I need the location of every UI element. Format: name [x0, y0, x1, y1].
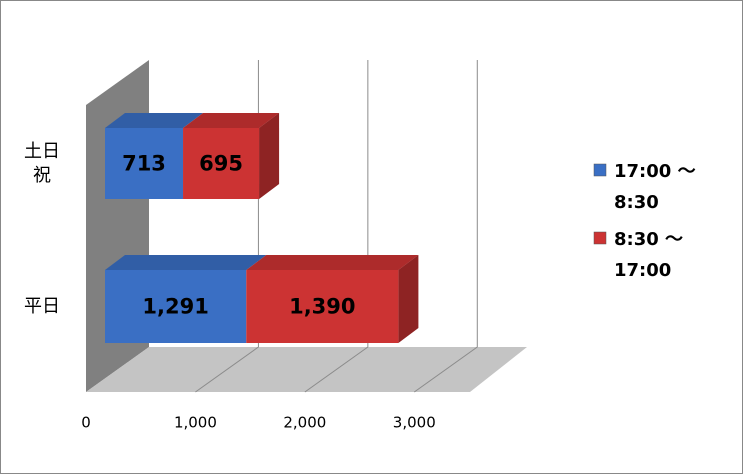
bar-top-shade	[105, 113, 204, 128]
bar-front	[105, 128, 184, 199]
x-tick-label: 1,000	[174, 414, 217, 432]
bar-top	[105, 113, 204, 128]
bar-side-shade	[259, 113, 280, 199]
bar-top-shade	[105, 255, 267, 270]
bar-front	[183, 128, 260, 199]
y-tick-label: 平日	[24, 295, 60, 317]
bar-top	[183, 113, 280, 128]
bar-side	[259, 113, 280, 199]
bar-front	[246, 270, 399, 343]
data-label: 1,390	[289, 295, 355, 319]
legend-label: 8:30 ～17:00	[614, 229, 684, 281]
data-label: 695	[199, 152, 243, 176]
bar	[105, 113, 204, 199]
x-tick-label: 2,000	[283, 414, 326, 432]
bar-top	[105, 255, 267, 270]
bar-top-shade	[183, 113, 280, 128]
legend-swatch	[593, 231, 607, 245]
bar-top-shade	[246, 255, 419, 270]
y-tick-label: 土日祝	[24, 140, 60, 186]
bar	[105, 255, 267, 343]
x-tick-label: 0	[81, 414, 91, 432]
bar-top	[246, 255, 419, 270]
bar-side	[398, 255, 419, 343]
floor	[86, 347, 527, 392]
x-tick-label: 3,000	[393, 414, 436, 432]
bar-front	[105, 270, 247, 343]
data-label: 713	[122, 152, 166, 176]
bar	[246, 255, 419, 343]
data-label: 1,291	[142, 295, 208, 319]
grid-line	[413, 60, 478, 393]
legend-swatch	[593, 163, 607, 177]
legend-label: 17:00 ～8:30	[614, 161, 696, 213]
grid-line	[304, 60, 369, 393]
bar-side-shade	[398, 255, 419, 343]
bar	[183, 113, 280, 199]
